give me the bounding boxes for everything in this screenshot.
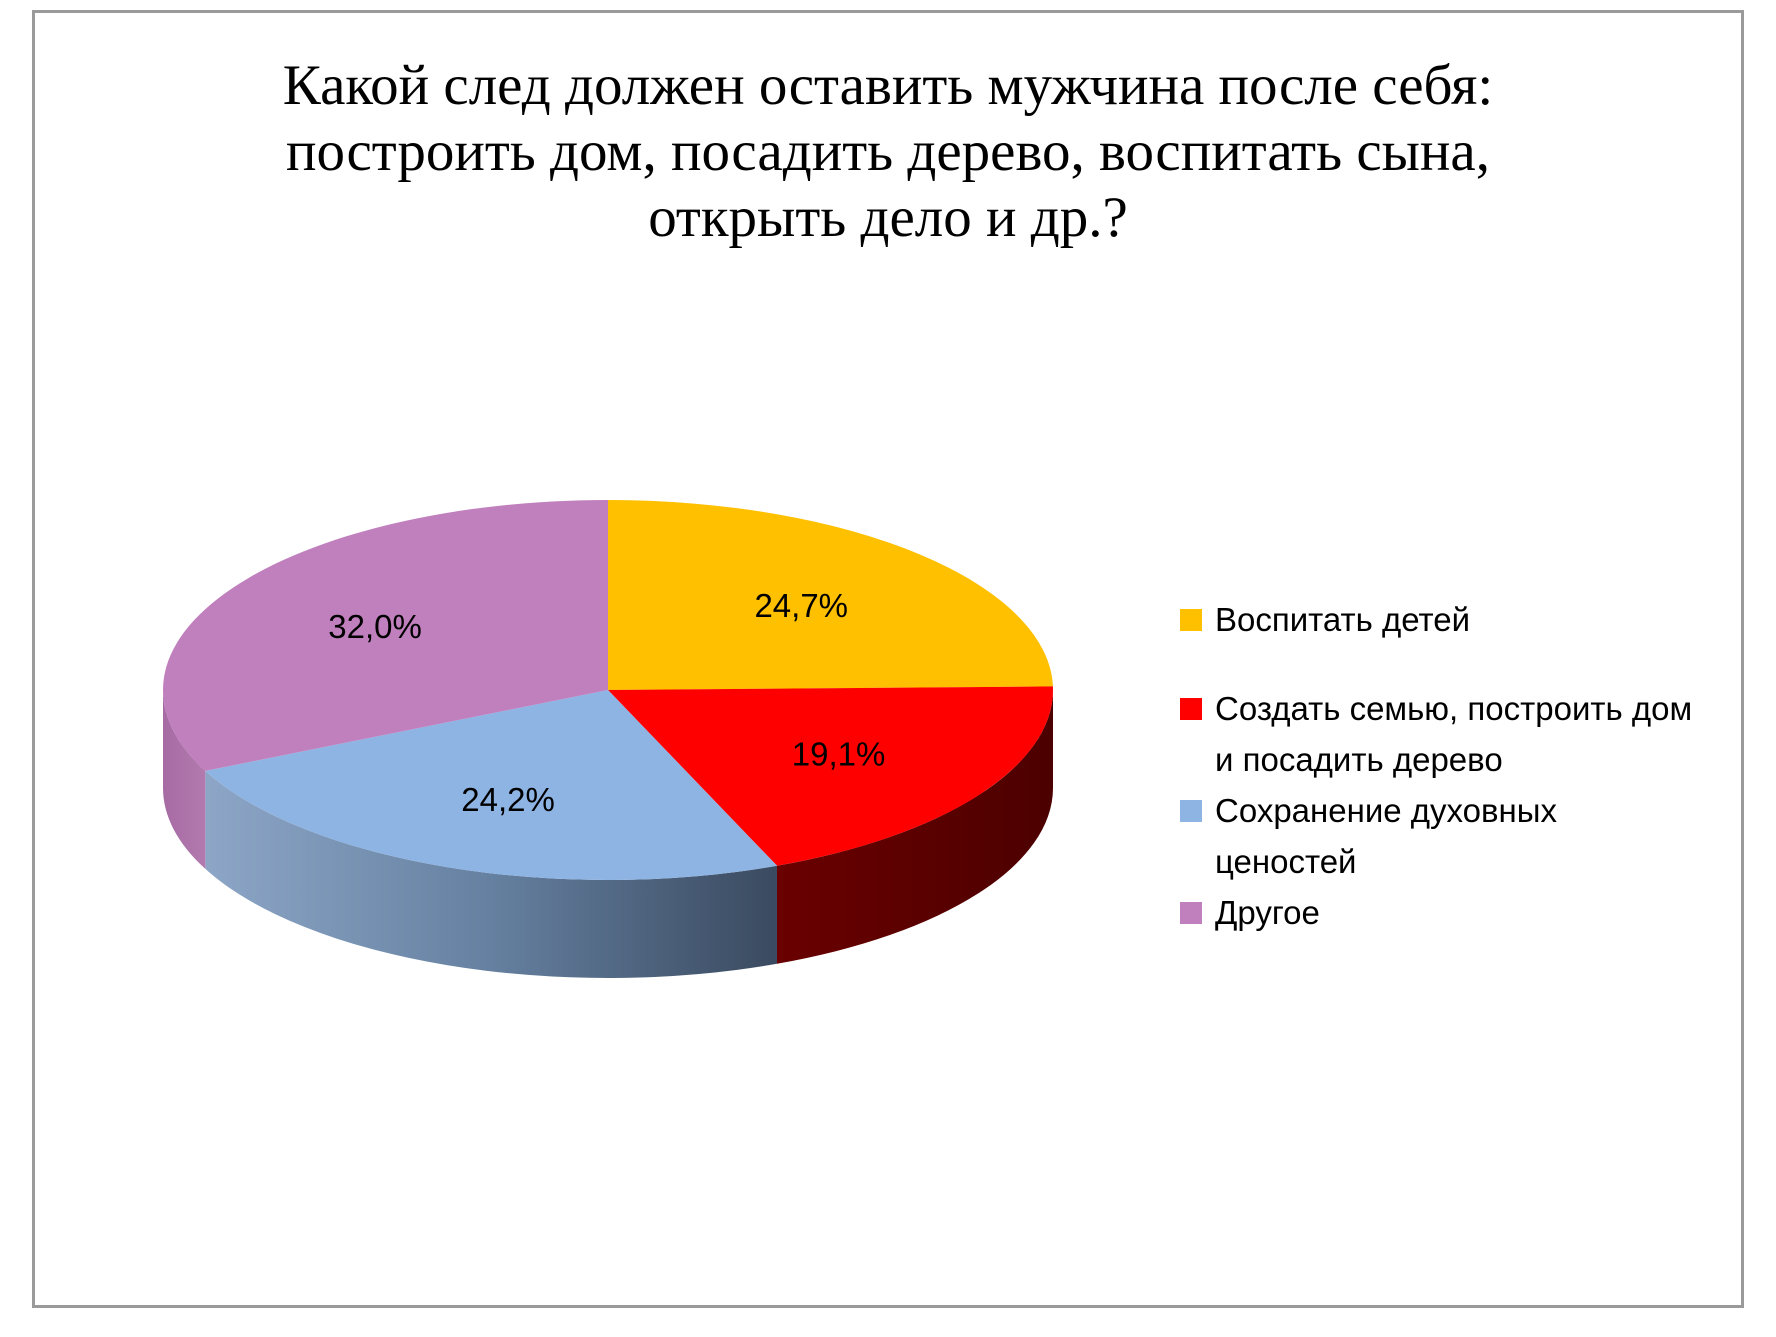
pie-side-family-house-tree bbox=[777, 690, 1053, 964]
pie-slice-raise-children bbox=[608, 500, 1053, 690]
legend-swatch bbox=[1180, 609, 1202, 631]
pie-slice-spiritual-values bbox=[205, 690, 778, 881]
data-label-spiritual-values: 24,2% bbox=[461, 781, 555, 818]
chart-title-line-2: построить дом, посадить дерево, воспитат… bbox=[286, 120, 1490, 183]
data-label-other: 32,0% bbox=[328, 608, 422, 645]
pie-slice-family-house-tree bbox=[608, 686, 1053, 866]
legend-label: Сохранение духовных ценостей bbox=[1215, 792, 1557, 880]
legend-item-other: Другое bbox=[1180, 887, 1700, 938]
legend-swatch bbox=[1180, 902, 1202, 924]
chart-title-line-3: открыть дело и др.? bbox=[648, 186, 1128, 249]
chart-legend: Воспитать детей Создать семью, построить… bbox=[1180, 594, 1700, 938]
chart-title: Какой след должен оставить мужчина после… bbox=[35, 53, 1741, 251]
pie-sides bbox=[163, 690, 1053, 978]
legend-label: Создать семью, построить дом и посадить … bbox=[1215, 690, 1693, 778]
pie-side-other bbox=[163, 690, 206, 869]
legend-item-spiritual-values: Сохранение духовных ценостей bbox=[1180, 785, 1700, 887]
legend-label: Воспитать детей bbox=[1215, 601, 1471, 638]
legend-swatch bbox=[1180, 698, 1202, 720]
pie-slice-other bbox=[163, 500, 608, 771]
legend-item-family-house-tree: Создать семью, построить дом и посадить … bbox=[1180, 683, 1700, 785]
legend-label: Другое bbox=[1215, 894, 1320, 931]
data-label-raise-children: 24,7% bbox=[754, 587, 848, 624]
legend-item-raise-children: Воспитать детей bbox=[1180, 594, 1700, 645]
legend-swatch bbox=[1180, 800, 1202, 822]
pie-labels: 24,7% 19,1% 24,2% 32,0% bbox=[328, 587, 885, 818]
data-label-family-house-tree: 19,1% bbox=[792, 736, 886, 773]
pie-side-spiritual-values bbox=[205, 770, 778, 978]
chart-title-line-1: Какой след должен оставить мужчина после… bbox=[282, 54, 1494, 117]
pie-tops bbox=[163, 500, 1053, 881]
